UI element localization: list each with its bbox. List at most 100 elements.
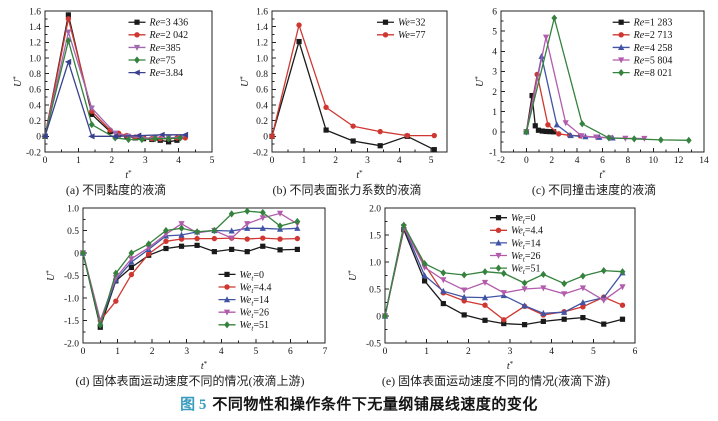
y-tick-label: 1.2 (29, 39, 41, 49)
series-4 (41, 58, 189, 140)
data-marker (158, 131, 165, 138)
data-marker (224, 321, 230, 329)
legend-label: Wet=26 (240, 308, 269, 321)
data-marker (540, 270, 547, 279)
data-marker (112, 269, 119, 277)
y-tick-label: -2.0 (64, 339, 79, 349)
data-marker (523, 128, 530, 136)
data-marker (600, 297, 607, 304)
data-marker (133, 44, 141, 51)
data-marker (618, 57, 625, 64)
figure-caption-title: 不同物性和操作条件下无量纲铺展线速度的变化 (212, 397, 538, 413)
y-tick-label: 1 (492, 108, 497, 118)
data-marker (382, 32, 389, 38)
data-marker (294, 235, 301, 242)
data-marker (194, 242, 200, 248)
y-tick-label: 0.6 (256, 86, 268, 96)
data-marker (145, 240, 152, 248)
data-marker (431, 147, 437, 153)
data-marker (178, 243, 185, 249)
data-marker (521, 302, 528, 309)
x-tick-label: 1 (115, 347, 120, 357)
series-4 (523, 14, 692, 144)
y-tick-label: 1.6 (256, 7, 268, 17)
chart-a-canvas: 0 1 2 3 4 5-0.200.20.40.60.81.01.21.41.6t*U*R… (12, 7, 215, 181)
figure-caption-label: 图 5 (180, 397, 207, 413)
x-tick-label: 2 (466, 347, 471, 357)
data-marker (178, 231, 185, 238)
x-tick-label: 3 (143, 156, 148, 166)
axes (500, 10, 705, 153)
y-tick-label: -0.2 (26, 148, 41, 158)
data-marker (580, 315, 586, 321)
data-marker (228, 210, 235, 218)
data-marker (540, 318, 546, 324)
x-tick-label: 3 (365, 156, 370, 166)
y-tick-label: 2 (492, 88, 497, 98)
data-marker (580, 272, 586, 280)
legend-label: Wet=26 (511, 251, 540, 264)
subplot-a-caption: (a) 不同黏度的液滴 (65, 183, 167, 197)
y-tick-label: 1.0 (369, 258, 381, 268)
data-marker (211, 249, 217, 255)
data-marker (350, 138, 356, 144)
y-axis-label: U* (12, 76, 24, 87)
x-tick-label: 0 (43, 156, 48, 166)
data-marker (561, 280, 568, 288)
y-tick-label: 1.4 (29, 23, 41, 33)
data-marker (128, 271, 135, 278)
data-marker (421, 264, 428, 271)
data-marker (145, 251, 152, 257)
data-marker (259, 208, 266, 217)
data-marker (685, 136, 692, 144)
y-tick-label: 1.4 (256, 23, 268, 33)
data-marker (244, 221, 251, 228)
legend-label: Wet=51 (511, 264, 540, 277)
x-tick-label: 4 (219, 347, 224, 357)
x-tick-label: 4 (176, 156, 181, 166)
data-marker (178, 224, 185, 232)
data-marker (619, 316, 626, 322)
subplot-c-caption: (c) 不同撞击速度的液滴 (531, 183, 657, 197)
data-marker (88, 105, 95, 112)
chart-e-canvas: 0 1 2 3 4 5 6-0.500.51.01.52.0t*U*Wet=0Wet=4.4… (347, 204, 638, 372)
x-axis-label: t* (125, 169, 132, 181)
legend-label: Re=75 (149, 55, 176, 66)
data-marker (657, 136, 664, 144)
data-marker (561, 308, 568, 315)
data-marker (244, 249, 250, 255)
legend-label: Re=2 713 (633, 30, 673, 41)
data-marker (461, 293, 468, 300)
data-marker (605, 134, 612, 142)
legend-label: Wet=14 (511, 238, 540, 251)
x-tick-label: 0 (383, 347, 388, 357)
x-tick-label: 6 (600, 156, 605, 166)
data-marker (580, 304, 586, 310)
subplot-d: 0 1 2 3 4 5 6 7 -2.0 -1.5 -1.0 -0.5 0 0.5 1.0 t* U* Wet=0… (45, 201, 335, 388)
y-tick-label: 1.5 (369, 231, 381, 241)
data-marker (440, 277, 447, 284)
x-tick-label: 3 (508, 347, 513, 357)
y-tick-label: 0.6 (29, 86, 41, 96)
legend-label: Re=3 436 (149, 18, 189, 29)
data-marker (495, 239, 502, 246)
data-marker (152, 135, 159, 143)
y-tick-label: 5 (492, 27, 497, 37)
data-marker (482, 317, 488, 323)
y-tick-label: 0 (74, 249, 79, 259)
data-marker (421, 278, 428, 284)
data-marker (133, 69, 140, 76)
data-marker (294, 217, 301, 226)
x-tick-label: 12 (674, 156, 684, 166)
data-marker (579, 299, 587, 306)
x-tick-label: 0 (270, 156, 275, 166)
x-tick-label: 2 (549, 156, 554, 166)
data-marker (495, 264, 502, 272)
data-marker (194, 228, 200, 236)
x-tick-label: 1 (424, 347, 429, 357)
data-marker (260, 235, 266, 241)
legend-label: Re=385 (149, 43, 181, 54)
data-marker (404, 132, 410, 139)
data-marker (461, 287, 468, 294)
data-marker (211, 226, 218, 235)
